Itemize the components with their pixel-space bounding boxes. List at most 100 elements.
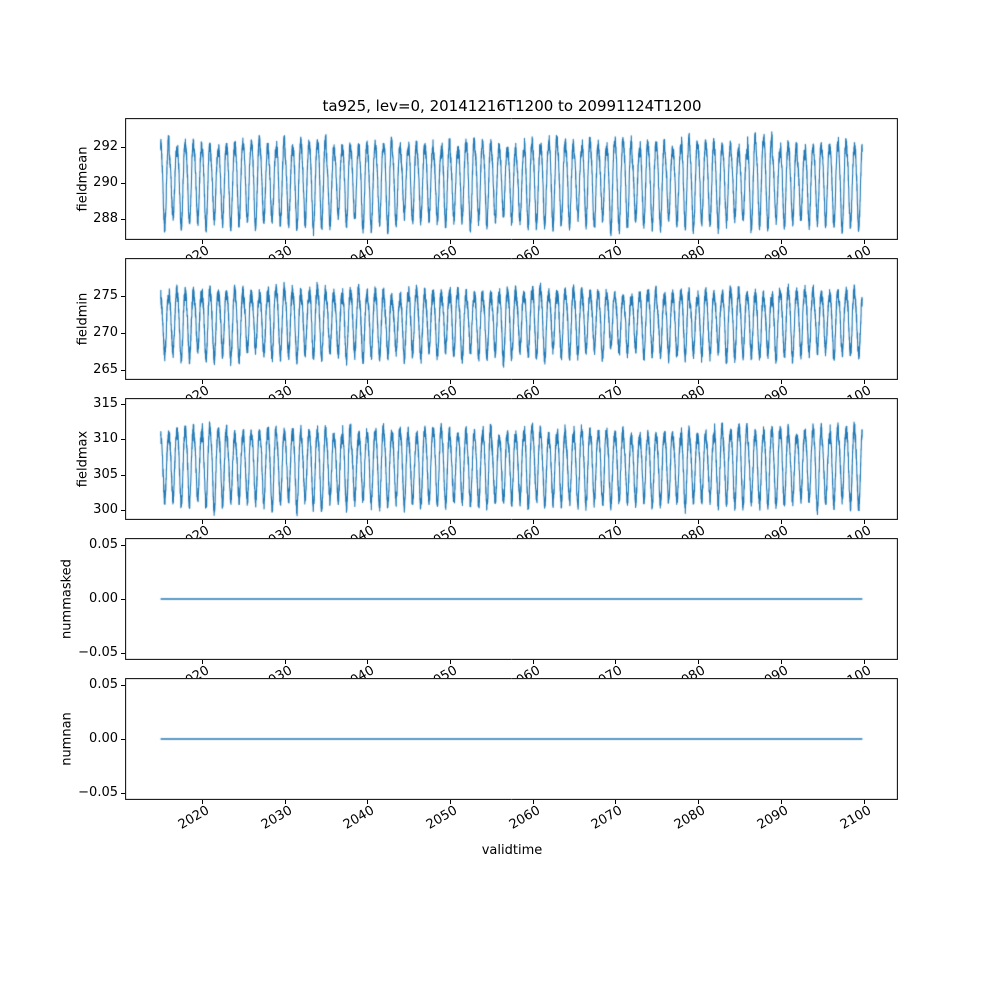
chart-title: ta925, lev=0, 20141216T1200 to 20991124T… <box>322 97 702 115</box>
x-tick-mark <box>780 520 782 524</box>
plot-area-numnan <box>125 678 898 800</box>
y-tick-mark <box>121 146 125 148</box>
plot-area-fieldmean <box>125 118 898 240</box>
y-tick-label: −0.05 <box>78 785 118 801</box>
y-axis-label-nummasked: nummasked <box>59 559 75 639</box>
y-tick-label: 0.05 <box>89 676 118 692</box>
y-tick-mark <box>121 439 125 441</box>
x-tick-mark <box>367 660 369 664</box>
x-tick-label: 2030 <box>258 803 295 833</box>
x-tick-mark <box>284 660 286 664</box>
x-tick-mark <box>201 800 203 804</box>
y-tick-mark <box>121 474 125 476</box>
y-tick-mark <box>121 739 125 740</box>
x-tick-mark <box>532 520 534 524</box>
y-tick-label: 275 <box>93 287 118 303</box>
y-axis-label-fieldmax: fieldmax <box>75 430 91 488</box>
x-tick-mark <box>863 800 865 804</box>
x-tick-label: 2020 <box>175 803 212 833</box>
x-tick-label: 2090 <box>754 803 791 833</box>
y-tick-mark <box>121 295 125 297</box>
x-tick-label: 2040 <box>341 803 378 833</box>
x-tick-mark <box>201 380 203 384</box>
x-tick-mark <box>367 800 369 804</box>
x-tick-mark <box>450 240 452 244</box>
x-tick-mark <box>863 520 865 524</box>
x-tick-mark <box>532 380 534 384</box>
x-tick-mark <box>780 380 782 384</box>
x-tick-mark <box>450 660 452 664</box>
y-tick-label: −0.05 <box>78 645 118 661</box>
x-tick-mark <box>201 240 203 244</box>
y-tick-mark <box>121 510 125 512</box>
y-axis-label-fieldmean: fieldmean <box>75 146 91 212</box>
x-tick-mark <box>367 240 369 244</box>
y-tick-label: 288 <box>93 211 118 227</box>
x-axis-label: validtime <box>481 843 543 858</box>
x-tick-mark <box>780 660 782 664</box>
x-tick-mark <box>284 240 286 244</box>
x-tick-mark <box>284 520 286 524</box>
y-tick-label: 290 <box>93 175 118 191</box>
y-tick-mark <box>121 544 125 546</box>
x-tick-mark <box>780 240 782 244</box>
x-tick-mark <box>450 520 452 524</box>
x-tick-mark <box>284 380 286 384</box>
x-tick-mark <box>780 800 782 804</box>
y-tick-mark <box>121 793 125 795</box>
y-tick-label: 0.00 <box>89 731 118 746</box>
x-tick-mark <box>532 800 534 804</box>
x-tick-mark <box>615 660 617 664</box>
x-tick-mark <box>698 380 700 384</box>
y-tick-label: 0.00 <box>89 591 118 606</box>
x-tick-mark <box>863 240 865 244</box>
y-tick-mark <box>121 183 125 185</box>
x-tick-mark <box>532 240 534 244</box>
x-tick-mark <box>450 800 452 804</box>
y-tick-label: 270 <box>93 324 118 340</box>
x-tick-mark <box>615 380 617 384</box>
x-tick-mark <box>201 520 203 524</box>
x-tick-label: 2050 <box>423 803 461 833</box>
x-tick-mark <box>284 800 286 804</box>
x-tick-mark <box>863 660 865 664</box>
y-tick-label: 310 <box>93 431 118 447</box>
plot-area-nummasked <box>125 538 898 660</box>
x-tick-mark <box>698 660 700 664</box>
x-tick-mark <box>698 240 700 244</box>
y-tick-mark <box>121 684 125 686</box>
plot-area-fieldmin <box>125 258 898 380</box>
y-tick-mark <box>121 653 125 655</box>
x-tick-mark <box>615 240 617 244</box>
y-tick-label: 292 <box>93 138 118 154</box>
y-tick-label: 315 <box>93 395 118 411</box>
y-axis-label-fieldmin: fieldmin <box>75 292 91 346</box>
y-tick-mark <box>121 369 125 371</box>
x-tick-mark <box>698 520 700 524</box>
x-tick-mark <box>698 800 700 804</box>
y-tick-mark <box>121 219 125 221</box>
x-tick-mark <box>367 520 369 524</box>
y-tick-mark <box>121 599 125 600</box>
x-tick-mark <box>532 660 534 664</box>
x-tick-mark <box>450 380 452 384</box>
x-tick-mark <box>367 380 369 384</box>
y-tick-label: 300 <box>93 502 118 518</box>
x-tick-mark <box>863 380 865 384</box>
plot-area-fieldmax <box>125 398 898 520</box>
y-tick-label: 265 <box>93 361 118 377</box>
x-tick-mark <box>615 520 617 524</box>
x-tick-label: 2080 <box>672 803 709 833</box>
y-tick-label: 305 <box>93 466 118 482</box>
y-tick-mark <box>121 332 125 334</box>
x-tick-label: 2070 <box>589 803 626 833</box>
x-tick-mark <box>615 800 617 804</box>
y-tick-label: 0.05 <box>89 536 118 552</box>
x-tick-label: 2060 <box>506 803 543 833</box>
y-axis-label-numnan: numnan <box>59 712 75 766</box>
x-tick-mark <box>201 660 203 664</box>
x-tick-label: 2100 <box>837 803 874 833</box>
y-tick-mark <box>121 403 125 405</box>
